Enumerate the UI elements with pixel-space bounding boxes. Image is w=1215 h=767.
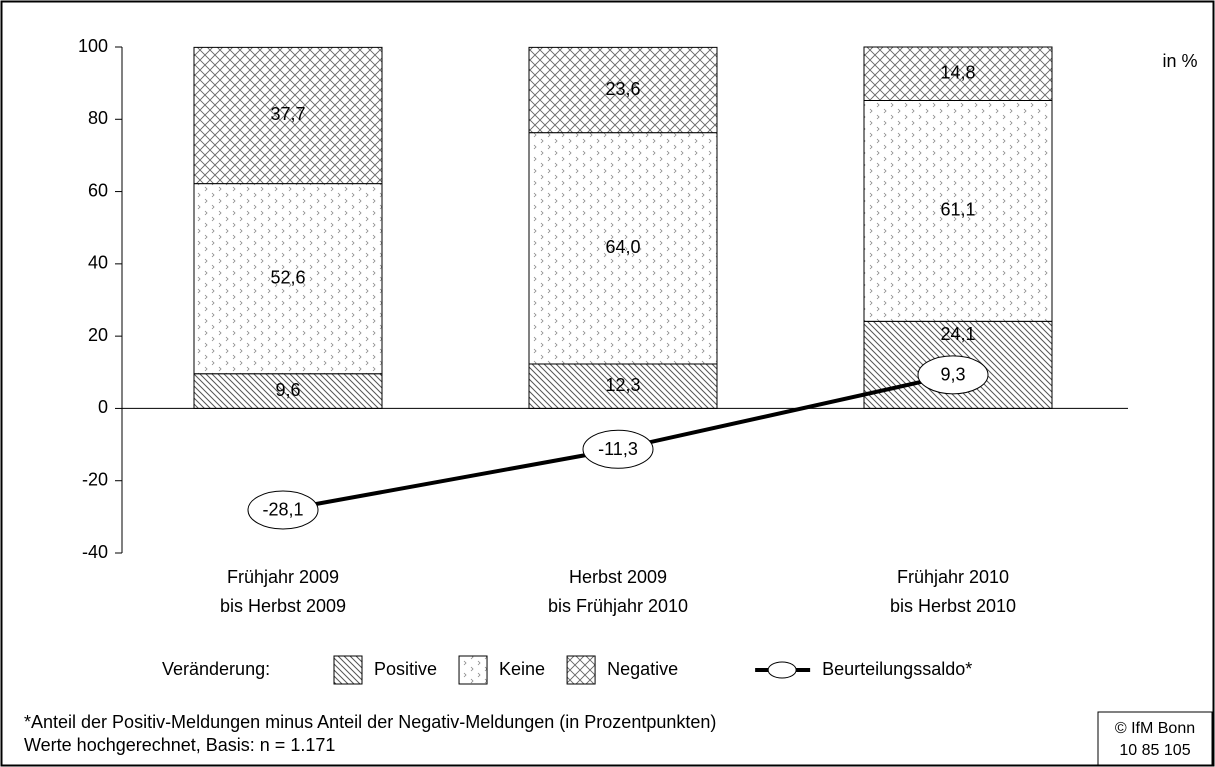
y-tick-label: 80 bbox=[88, 108, 108, 128]
bar-label: 23,6 bbox=[605, 79, 640, 99]
legend-label: Negative bbox=[607, 659, 678, 679]
x-tick-label: Frühjahr 2009 bbox=[227, 567, 339, 587]
bar-segment bbox=[863, 46, 1053, 101]
bar-label: 52,6 bbox=[270, 267, 305, 287]
legend-label: Positive bbox=[374, 659, 437, 679]
legend-swatch bbox=[333, 655, 363, 685]
x-tick-label: bis Herbst 2010 bbox=[890, 596, 1016, 616]
y-tick-label: 40 bbox=[88, 253, 108, 273]
line-marker bbox=[247, 490, 319, 530]
unit-label: in % bbox=[1162, 51, 1197, 71]
line-label: -28,1 bbox=[262, 500, 303, 520]
source: © IfM Bonn bbox=[1115, 720, 1195, 737]
bar-segment bbox=[528, 132, 718, 365]
source: 10 85 105 bbox=[1119, 742, 1190, 759]
bar-label: 9,6 bbox=[275, 380, 300, 400]
legend-swatch bbox=[458, 655, 488, 685]
legend-marker bbox=[767, 661, 797, 679]
bar-label: 14,8 bbox=[940, 62, 975, 82]
y-tick-label: 20 bbox=[88, 325, 108, 345]
y-tick-label: 100 bbox=[78, 36, 108, 56]
bar-segment bbox=[528, 46, 718, 134]
bar-segment bbox=[863, 99, 1053, 322]
bar-label: 12,3 bbox=[605, 375, 640, 395]
line-marker bbox=[582, 429, 654, 469]
y-tick-label: 0 bbox=[98, 397, 108, 417]
x-tick-label: bis Herbst 2009 bbox=[220, 596, 346, 616]
bar-label: 61,1 bbox=[940, 200, 975, 220]
bar-label: 24,1 bbox=[940, 324, 975, 344]
x-tick-label: bis Frühjahr 2010 bbox=[548, 596, 688, 616]
source-box bbox=[1097, 711, 1213, 766]
footnote: *Anteil der Positiv-Meldungen minus Ante… bbox=[24, 712, 716, 732]
legend-label: Beurteilungssaldo* bbox=[822, 659, 972, 679]
legend-swatch bbox=[566, 655, 596, 685]
bar-segment bbox=[528, 363, 718, 409]
line-marker bbox=[917, 355, 989, 395]
legend-label: Keine bbox=[499, 659, 545, 679]
bar-segment bbox=[193, 46, 383, 185]
y-tick-label: -40 bbox=[82, 542, 108, 562]
line-label: -11,3 bbox=[598, 439, 638, 459]
x-tick-label: Herbst 2009 bbox=[569, 567, 667, 587]
bar-label: 37,7 bbox=[270, 104, 305, 124]
y-tick-label: 60 bbox=[88, 180, 108, 200]
x-tick-label: Frühjahr 2010 bbox=[897, 567, 1009, 587]
y-tick-label: -20 bbox=[82, 469, 108, 489]
bar-segment bbox=[193, 373, 383, 409]
legend-title: Veränderung: bbox=[162, 659, 270, 679]
bar-label: 64,0 bbox=[605, 237, 640, 257]
line-label: 9,3 bbox=[940, 365, 965, 385]
footnote: Werte hochgerechnet, Basis: n = 1.171 bbox=[24, 735, 335, 755]
